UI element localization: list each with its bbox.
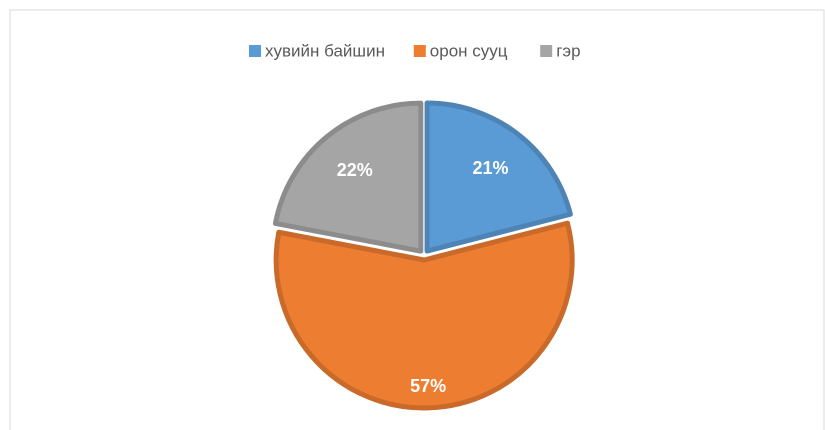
pie-slice [272,100,424,254]
legend-label: гэр [556,41,580,60]
pie-slice [273,220,575,411]
data-label: 22% [337,160,373,180]
legend-swatch [249,45,261,57]
legend-swatch [540,45,553,57]
legend-swatch [413,45,426,57]
legend-label: хувийн байшин [265,41,385,60]
pie-slice [424,100,573,254]
data-label: 21% [473,158,509,178]
legend-label: орон сууц [430,41,508,60]
data-label: 57% [410,376,446,396]
